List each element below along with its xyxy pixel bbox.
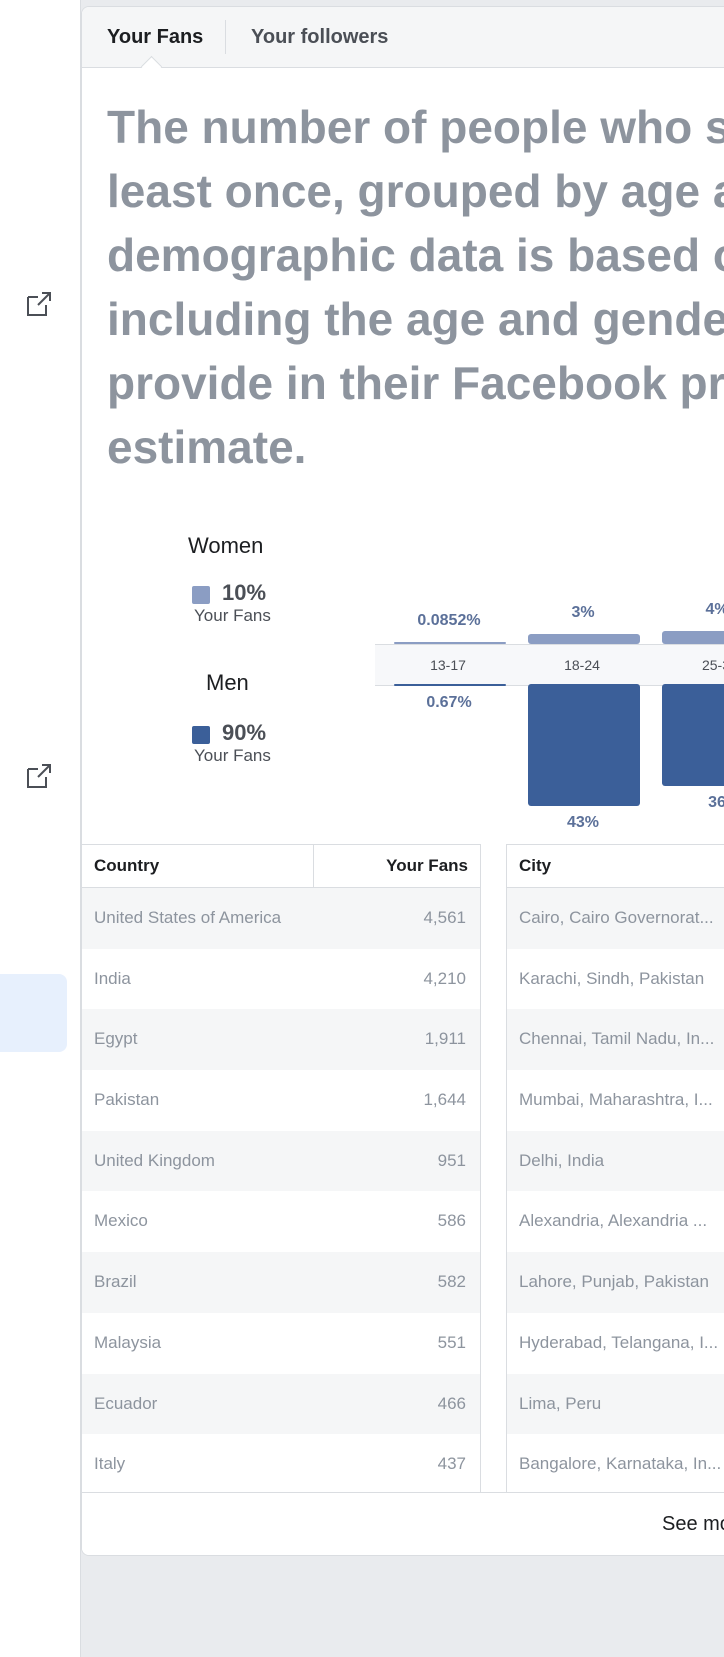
women-bar-label: 3% <box>571 604 595 622</box>
city-table-header: City <box>507 844 724 888</box>
legend-men-swatch <box>192 726 210 744</box>
legend-men-title: Men <box>206 670 249 695</box>
city-name: Karachi, Sindh, Pakistan <box>519 968 705 988</box>
legend-women-sub: Your Fans <box>194 606 271 625</box>
table-row[interactable]: United Kingdom 951 <box>82 1130 480 1192</box>
table-row[interactable]: Ecuador 466 <box>82 1373 480 1435</box>
country-name: Pakistan <box>94 1090 160 1110</box>
age-axis-band <box>375 644 724 686</box>
fans-column-header[interactable]: Your Fans <box>386 856 468 875</box>
country-name: Malaysia <box>94 1332 162 1352</box>
table-row[interactable]: Lahore, Punjab, Pakistan <box>507 1252 724 1313</box>
country-name: Egypt <box>94 1029 138 1049</box>
table-row[interactable]: Italy 437 <box>82 1434 480 1495</box>
city-table: City Cairo, Cairo Governorat... Karachi, … <box>506 844 724 1495</box>
city-name: Cairo, Cairo Governorat... <box>519 908 714 927</box>
table-row[interactable]: Alexandria, Alexandria ... <box>507 1191 724 1252</box>
men-bar-label: 36 <box>708 794 724 812</box>
tab-divider <box>225 20 226 54</box>
country-name: Italy <box>94 1454 126 1474</box>
country-column-header[interactable]: Country <box>94 856 160 875</box>
fans-count: 951 <box>437 1150 466 1170</box>
men-bar[interactable] <box>662 684 724 787</box>
fans-card: Your Fans Your followers The number of p… <box>81 6 724 1556</box>
country-name: United States of America <box>94 908 282 927</box>
men-bar[interactable] <box>528 684 640 807</box>
age-tick-label: 25-3 <box>701 657 724 673</box>
city-name: Alexandria, Alexandria ... <box>519 1211 708 1231</box>
table-row[interactable]: Egypt 1,911 <box>82 1009 480 1071</box>
city-name: Mumbai, Maharashtra, I... <box>519 1090 713 1110</box>
women-bar[interactable] <box>662 630 724 644</box>
table-row[interactable]: Chennai, Tamil Nadu, In... <box>507 1009 724 1071</box>
city-name: Hyderabad, Telangana, I... <box>519 1332 719 1352</box>
table-row[interactable]: Delhi, India <box>507 1130 724 1192</box>
country-name: United Kingdom <box>94 1150 215 1170</box>
tab-your-fans[interactable]: Your Fans <box>107 26 204 48</box>
fans-count: 582 <box>437 1272 466 1292</box>
city-name: Delhi, India <box>519 1150 605 1170</box>
city-name: Lahore, Punjab, Pakistan <box>519 1272 709 1292</box>
fans-count: 4,210 <box>423 968 466 988</box>
table-row[interactable]: Brazil 582 <box>82 1252 480 1313</box>
city-name: Bangalore, Karnataka, In... <box>519 1454 722 1474</box>
table-row[interactable]: Cairo, Cairo Governorat... <box>507 888 724 949</box>
table-row[interactable]: Mumbai, Maharashtra, I... <box>507 1070 724 1131</box>
fans-count: 1,644 <box>423 1090 466 1110</box>
table-row[interactable]: India 4,210 <box>82 949 480 1010</box>
chart-description: The number of people who s least once, g… <box>107 101 724 473</box>
external-link-icon[interactable] <box>24 761 54 791</box>
legend-women-title: Women <box>188 533 264 558</box>
table-row[interactable]: Bangalore, Karnataka, In... <box>507 1434 724 1495</box>
rail-selected-item[interactable] <box>0 974 67 1052</box>
table-row[interactable]: Malaysia 551 <box>82 1313 480 1374</box>
fans-count: 586 <box>437 1211 466 1231</box>
see-more-button[interactable]: See mo <box>662 1513 724 1535</box>
country-table-header: Country Your Fans <box>82 844 480 888</box>
women-bar[interactable] <box>528 634 640 644</box>
legend-women-swatch <box>192 586 210 604</box>
country-name: India <box>94 968 131 988</box>
legend-women-percent: 10% <box>222 580 267 605</box>
city-column-header[interactable]: City <box>519 856 552 875</box>
country-name: Brazil <box>94 1272 137 1292</box>
external-link-icon[interactable] <box>24 289 54 319</box>
city-name: Chennai, Tamil Nadu, In... <box>519 1029 715 1049</box>
left-rail <box>0 0 81 1657</box>
men-bar-label: 43% <box>566 814 600 832</box>
age-tick-label: 18-24 <box>564 657 600 673</box>
fans-count: 1,911 <box>424 1029 466 1049</box>
table-row[interactable]: United States of America 4,561 <box>82 888 480 949</box>
fans-count: 551 <box>437 1332 466 1352</box>
tab-bar: Your Fans Your followers <box>82 7 724 78</box>
fans-count: 437 <box>437 1454 466 1474</box>
city-name: Lima, Peru <box>519 1393 602 1413</box>
table-row[interactable]: Karachi, Sindh, Pakistan <box>507 949 724 1010</box>
age-tick-label: 13-17 <box>430 657 466 673</box>
table-row[interactable]: Pakistan 1,644 <box>82 1070 480 1131</box>
see-more-bar: See mo <box>82 1492 724 1555</box>
table-row[interactable]: Lima, Peru <box>507 1373 724 1435</box>
chart-plot: 13-17 0.0852% 0.67% 18-24 3% 43% 25-3 4% 36 <box>82 507 724 847</box>
fans-count: 466 <box>437 1393 466 1413</box>
women-bar-label: 4% <box>705 600 724 618</box>
country-rows: United States of America 4,561 India 4,210 E… <box>82 888 480 1495</box>
men-bar[interactable] <box>394 684 506 686</box>
table-row[interactable]: Mexico 586 <box>82 1191 480 1252</box>
country-name: Mexico <box>94 1211 148 1231</box>
men-bar-label: 0.67% <box>426 694 472 711</box>
country-name: Ecuador <box>94 1393 158 1413</box>
age-gender-chart: Women 10% Your Fans Men 90% Your Fans 13… <box>82 507 724 847</box>
table-row[interactable]: Hyderabad, Telangana, I... <box>507 1313 724 1374</box>
city-rows: Cairo, Cairo Governorat... Karachi, Sindh… <box>507 888 724 1495</box>
women-bar[interactable] <box>394 642 506 644</box>
tab-your-followers[interactable]: Your followers <box>251 26 389 48</box>
legend-men-sub: Your Fans <box>194 746 271 765</box>
women-bar-label: 0.0852% <box>417 612 481 629</box>
legend-men-percent: 90% <box>222 720 267 745</box>
country-table: Country Your Fans United States of Ameri… <box>82 844 481 1495</box>
header-divider <box>313 845 314 887</box>
fans-count: 4,561 <box>423 908 466 927</box>
